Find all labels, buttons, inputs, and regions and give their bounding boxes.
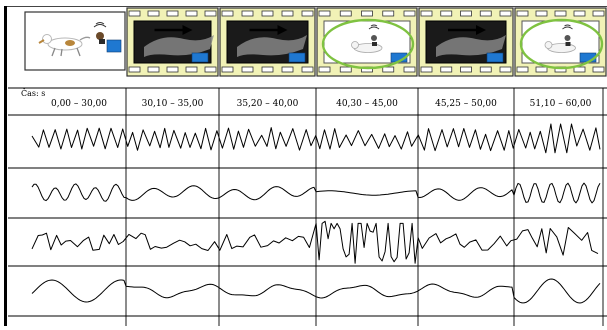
time-interval-label: 51,10 – 60,00 (530, 99, 592, 109)
video-frame-4 (316, 7, 418, 77)
video-frame-3 (219, 7, 316, 77)
time-axis-label: Čas: s (21, 89, 45, 98)
time-interval-label: 40,30 – 45,00 (336, 99, 398, 109)
left-border (4, 6, 7, 326)
time-intervals: 0,00 – 30,00 30,10 – 35,00 35,20 – 40,00 40… (51, 99, 592, 109)
time-interval-label: 35,20 – 40,00 (237, 99, 299, 109)
signal-1-trace (31, 123, 601, 154)
blue-marker (191, 52, 209, 63)
blue-marker (288, 52, 306, 63)
signal-grid (8, 88, 607, 326)
dog-and-owner-image (38, 22, 107, 57)
blue-marker (486, 52, 504, 63)
highlight-circle (519, 18, 604, 70)
video-frame-1 (24, 11, 126, 71)
signal-3-trace (31, 220, 599, 264)
video-frame-6 (514, 7, 607, 77)
video-frames (24, 7, 607, 77)
blue-marker (106, 39, 122, 53)
time-interval-label: 30,10 – 35,00 (142, 99, 204, 109)
signal-traces (31, 123, 601, 304)
time-interval-label: 45,25 – 50,00 (435, 99, 497, 109)
signal-2-trace (31, 182, 601, 204)
video-frame-5 (418, 7, 514, 77)
video-frame-2 (126, 7, 219, 77)
signal-4-trace (31, 278, 601, 304)
top-border (4, 6, 607, 7)
highlight-circle (321, 18, 415, 70)
time-interval-label: 0,00 – 30,00 (51, 99, 107, 109)
